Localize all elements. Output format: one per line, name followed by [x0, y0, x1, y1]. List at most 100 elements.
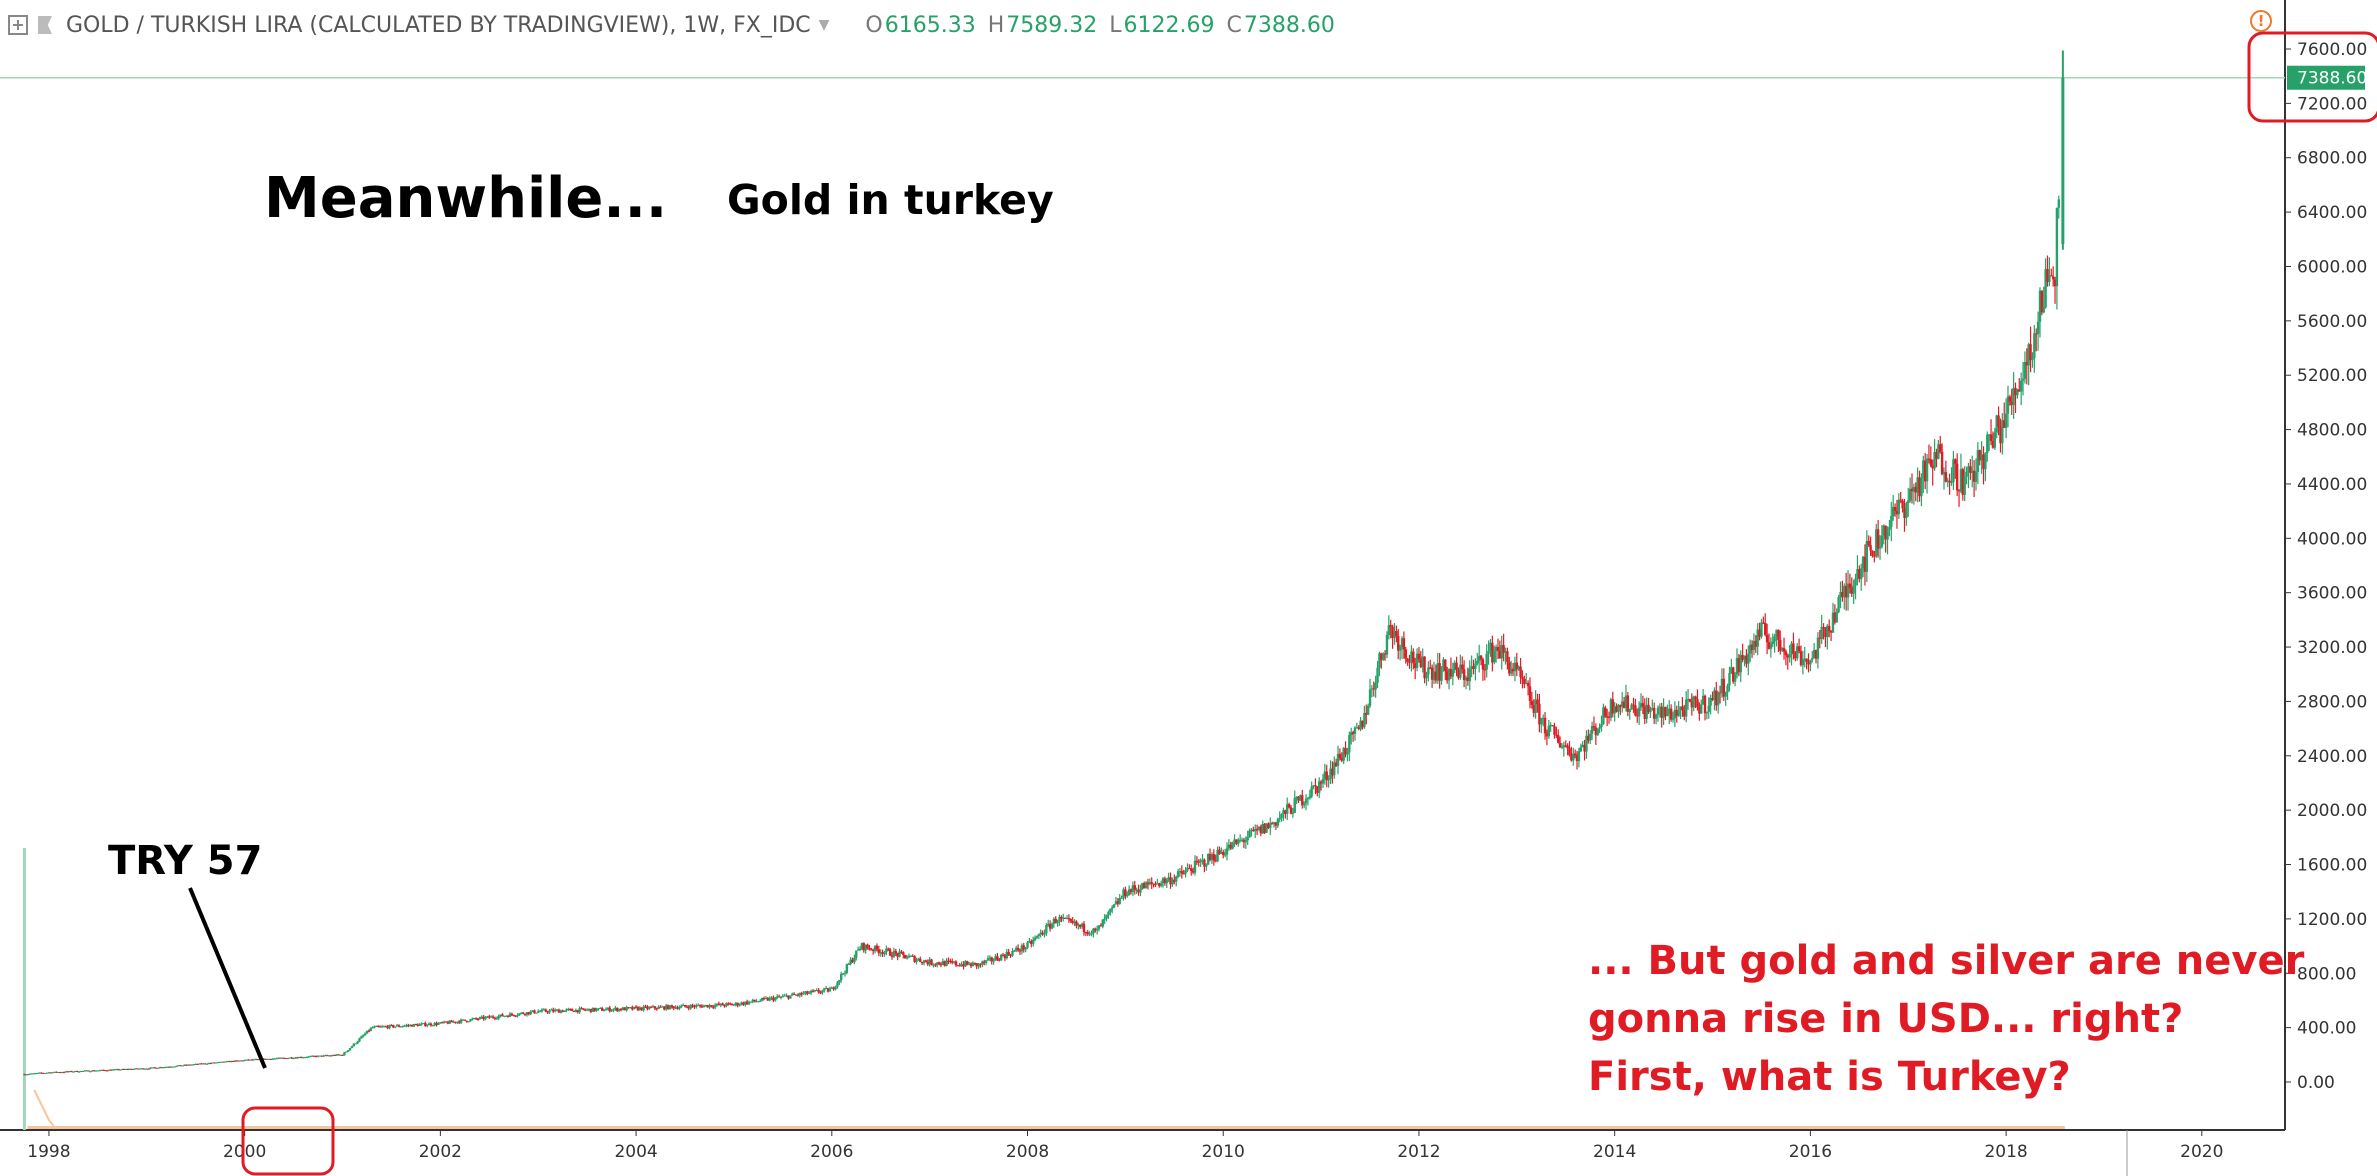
candle-body — [1483, 669, 1487, 671]
candle-body — [794, 994, 798, 996]
candle-body — [1419, 659, 1423, 668]
candle-body — [593, 1007, 596, 1011]
candle-body — [1987, 434, 1991, 436]
candle-body — [1270, 823, 1274, 825]
candle-body — [858, 948, 862, 950]
candle-body — [320, 1055, 324, 1057]
candle-body — [668, 1005, 672, 1010]
candle-body — [896, 953, 899, 957]
candle-body — [544, 1009, 547, 1012]
candle-body — [154, 1067, 158, 1069]
candle-body — [1470, 666, 1473, 669]
plus-square-icon[interactable] — [8, 15, 28, 35]
chart-header: GOLD / TURKISH LIRA (CALCULATED BY TRADI… — [0, 0, 1700, 50]
symbol-title[interactable]: GOLD / TURKISH LIRA (CALCULATED BY TRADI… — [66, 12, 811, 38]
candle-body — [849, 959, 852, 964]
candle-body — [1929, 459, 1933, 466]
candle-body — [1875, 529, 1878, 557]
candle-body — [1259, 826, 1263, 834]
candle-body — [1705, 711, 1709, 714]
candle-body — [465, 1020, 468, 1022]
candle-body — [1073, 921, 1076, 923]
candle-body — [207, 1063, 211, 1065]
x-tick-label: 2016 — [1789, 1142, 1832, 1162]
candle-body — [708, 1005, 711, 1008]
candle-body — [902, 952, 905, 955]
candle-body — [1748, 644, 1752, 654]
candle-body — [700, 1005, 704, 1008]
candle-body — [1033, 937, 1037, 940]
candle-body — [853, 957, 856, 963]
candle-body — [550, 1009, 553, 1011]
candle-body — [1660, 706, 1663, 718]
candle-body — [1758, 629, 1761, 637]
candle-body — [1052, 918, 1056, 924]
candle-body — [66, 1071, 69, 1073]
candle-body — [1020, 945, 1024, 952]
candle-body — [1472, 666, 1475, 670]
candle-body — [1031, 939, 1035, 945]
candle-body — [540, 1009, 544, 1012]
candle-body — [1109, 908, 1112, 912]
candle-body — [1233, 839, 1236, 843]
candle-body — [264, 1058, 267, 1060]
candle-body — [111, 1069, 115, 1071]
volume-spike — [33, 1089, 55, 1127]
candle-body — [770, 997, 773, 999]
exclamation-circle-icon[interactable]: ! — [2250, 10, 2272, 32]
candle-body — [1854, 578, 1857, 586]
candle-body — [702, 1005, 706, 1008]
candle-body — [497, 1016, 500, 1019]
candle-body — [1135, 889, 1138, 891]
candle-body — [962, 964, 965, 967]
candle-body — [1937, 444, 1940, 459]
candle-body — [698, 1005, 702, 1007]
candle-body — [1227, 844, 1231, 849]
candle-body — [1572, 753, 1575, 761]
candle-body — [913, 956, 916, 962]
candle-body — [1530, 700, 1534, 706]
candle-body — [804, 991, 807, 994]
candle-body — [1651, 707, 1654, 709]
candle-body — [695, 1005, 698, 1007]
candle-body — [226, 1061, 229, 1063]
last-price-label: 7388.60 — [2297, 69, 2367, 89]
red-commentary-line-3: First, what is Turkey? — [1588, 1054, 2071, 1100]
candle-body — [480, 1016, 483, 1018]
candle-body — [939, 964, 943, 966]
candle-body — [328, 1055, 331, 1057]
candle-body — [1632, 704, 1635, 706]
candle-body — [224, 1061, 228, 1063]
candle-body — [1592, 726, 1596, 728]
candle-body — [194, 1063, 197, 1065]
candle-body — [286, 1058, 290, 1060]
candle-body — [407, 1025, 410, 1027]
candle-body — [1325, 771, 1328, 781]
candle-body — [1577, 751, 1581, 762]
high-value: 7589.32 — [1006, 12, 1098, 38]
candle-body — [1683, 709, 1686, 717]
candle-body — [85, 1070, 88, 1072]
candle-body — [1182, 873, 1185, 875]
candle-body — [1643, 706, 1646, 719]
candle-body — [2023, 361, 2027, 379]
candle-body — [1897, 499, 1901, 515]
chevron-down-icon[interactable]: ▼ — [818, 17, 830, 33]
candle-body — [241, 1060, 244, 1062]
candle-body — [766, 998, 770, 1001]
candle-body — [617, 1008, 621, 1011]
candle-body — [1541, 717, 1545, 719]
candle-body — [666, 1005, 670, 1010]
candle-body — [1967, 466, 1970, 472]
flag-icon[interactable] — [38, 16, 52, 34]
candle-body — [1334, 762, 1338, 766]
candle-body — [1739, 655, 1742, 673]
gold-in-turkey-annotation: Gold in turkey — [727, 176, 1054, 224]
candle-body — [1856, 569, 1859, 579]
candle-body — [1248, 830, 1251, 838]
candle-body — [977, 963, 980, 967]
candle-body — [2019, 380, 2023, 392]
candle-body — [742, 1002, 745, 1005]
candle-body — [1323, 771, 1327, 779]
